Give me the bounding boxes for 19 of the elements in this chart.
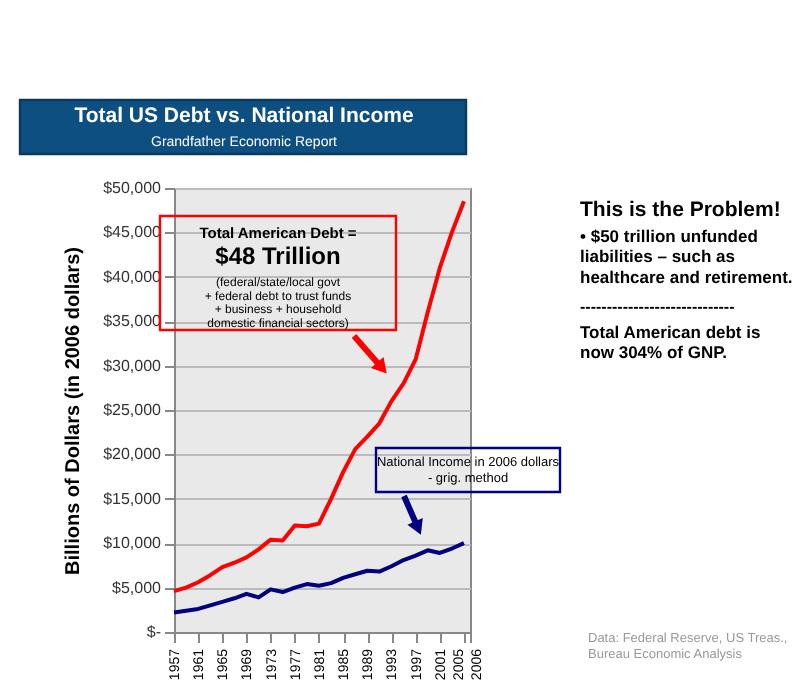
y-tick-label: $15,000 bbox=[103, 489, 163, 508]
annotation: $48 Trillion bbox=[215, 242, 341, 270]
y-tick-label: $25,000 bbox=[103, 401, 163, 419]
y-tick-label: $5,000 bbox=[112, 578, 163, 597]
line-series bbox=[172, 541, 466, 615]
y-axis-title: Billions of Dollars (in 2006 dollars) bbox=[63, 247, 86, 575]
text: ----------------------------- bbox=[580, 298, 736, 316]
y-tick-label: $10,000 bbox=[103, 534, 163, 553]
text: This is the Problem! bbox=[580, 198, 781, 222]
text: Total American debt is now 304% of GNP. bbox=[580, 322, 761, 363]
y-tick-label: $35,000 bbox=[103, 312, 163, 331]
y-tick-label: $30,000 bbox=[103, 356, 163, 375]
chart-title: Total US Debt vs. National Income bbox=[74, 104, 414, 128]
y-tick-label: $- bbox=[146, 623, 162, 641]
y-tick-label: $50,000 bbox=[103, 179, 163, 197]
y-tick-label: $40,000 bbox=[103, 267, 163, 286]
y-tick-label: $45,000 bbox=[103, 223, 163, 242]
y-tick-label: $20,000 bbox=[103, 445, 163, 464]
text: • $50 trillion unfunded liabilities – such as healthcare and retirement. bbox=[580, 226, 793, 287]
